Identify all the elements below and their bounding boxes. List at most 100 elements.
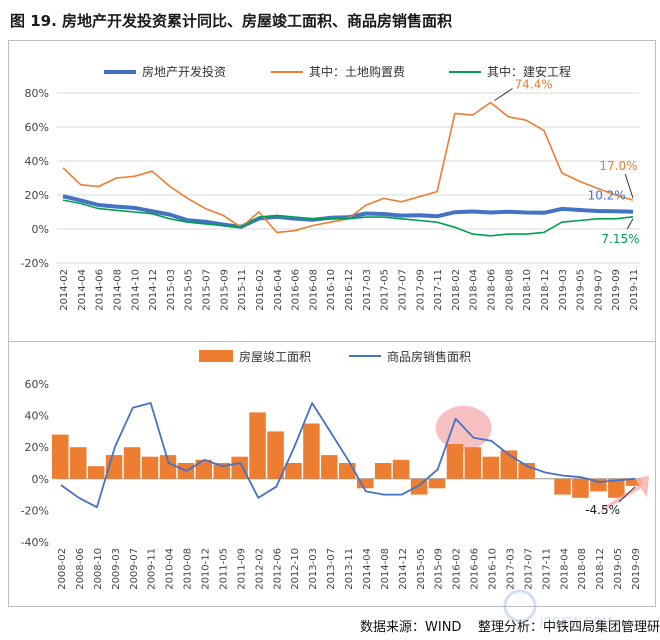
legend-label: 商品房销售面积 <box>387 349 471 364</box>
bar <box>87 466 105 479</box>
x-tick-label: 2017-11 <box>541 548 552 590</box>
x-tick-label: 2015-09 <box>219 269 230 311</box>
x-tick-label: 2019-09 <box>631 548 642 590</box>
source-note: 数据来源：WIND 整理分析：中铁四局集团管理研究院 <box>360 620 660 635</box>
bar <box>392 459 410 479</box>
bar <box>428 478 446 489</box>
x-tick-label: 2015-09 <box>434 548 445 590</box>
y-tick-label: -20% <box>21 257 49 270</box>
bar <box>608 478 625 498</box>
annotation-label: 7.15% <box>601 232 639 246</box>
x-tick-label: 2014-02 <box>59 269 70 311</box>
x-tick-label: 2019-03 <box>558 269 569 311</box>
x-tick-label: 2018-02 <box>451 269 462 311</box>
bar <box>70 447 87 479</box>
area-bar-line-chart: -40% -20% 0% 20% 40% 60% 2008-02 2008-06 2008-10… <box>21 349 649 590</box>
x-tick-label: 2019-09 <box>611 269 622 311</box>
bar <box>464 447 482 479</box>
x-tick-label: 2008-10 <box>93 548 104 590</box>
x-tick-label: 2012-02 <box>254 548 265 590</box>
x-tick-label: 2017-05 <box>380 269 391 311</box>
x-tick-label: 2017-09 <box>415 269 426 311</box>
x-tick-label: 2019-05 <box>613 548 624 590</box>
bar <box>213 463 230 479</box>
y-tick-label: -40% <box>21 536 49 549</box>
x-tick-label: 2014-04 <box>362 548 373 590</box>
x-tick-label: 2015-11 <box>237 269 248 311</box>
x-tick-label: 2018-04 <box>469 269 480 311</box>
trend-arrow <box>599 475 649 514</box>
series-line-1 <box>62 194 634 229</box>
bar <box>231 456 248 479</box>
x-tick-label: 2018-08 <box>577 548 588 590</box>
x-tick-label: 2014-12 <box>398 548 409 590</box>
x-tick-label: 2009-11 <box>147 548 158 590</box>
x-tick-label: 2016-12 <box>344 269 355 311</box>
bar <box>374 463 392 479</box>
x-tick-label: 2010-08 <box>183 548 194 590</box>
bar <box>285 463 302 479</box>
bar <box>482 456 499 479</box>
legend-label: 其中：建安工程 <box>487 64 571 79</box>
investment-line-chart: -20% 0% 20% 40% 60% 80% 2014-02 2014-04 2014-06 2… <box>21 64 640 311</box>
x-tick-label: 2011-09 <box>236 548 247 590</box>
x-tick-label: 2012-10 <box>290 548 301 590</box>
x-tick-label: 2017-07 <box>523 548 534 590</box>
bar <box>123 447 141 479</box>
legend-label: 房地产开发投资 <box>142 64 226 79</box>
bar <box>626 478 643 486</box>
annotation-leader <box>494 88 513 101</box>
x-tick-label: 2018-12 <box>540 269 551 311</box>
watermark-logo: JCGCW.COM <box>503 589 612 629</box>
x-tick-label: 2013-03 <box>308 548 319 590</box>
x-tick-label: 2014-04 <box>77 269 88 311</box>
x-tick-label: 2015-07 <box>202 269 213 311</box>
annotation-leader <box>618 486 636 503</box>
x-tick-label: 2017-11 <box>433 269 444 311</box>
y-tick-label: 60% <box>25 378 49 391</box>
x-tick-label: 2018-12 <box>595 548 606 590</box>
bar <box>141 456 159 479</box>
x-tick-label: 2016-04 <box>273 269 284 311</box>
x-tick-label: 2015-05 <box>416 548 427 590</box>
annotation-label: 74.4% <box>515 78 553 92</box>
chart-panel-area: -40% -20% 0% 20% 40% 60% 2008-02 2008-06 2008-10… <box>8 341 656 607</box>
annotation-label: 10.2% <box>588 189 626 203</box>
y-tick-label: 20% <box>25 441 49 454</box>
x-tick-label: 2017-03 <box>505 548 516 590</box>
x-tick-label: 2016-06 <box>470 548 481 590</box>
y-tick-label: 80% <box>25 87 49 100</box>
x-tick-label: 2008-06 <box>75 548 86 590</box>
y-tick-label: 40% <box>25 155 49 168</box>
legend-label: 其中：土地购置费 <box>309 64 405 79</box>
annotation-leader <box>624 173 634 199</box>
x-tick-label: 2013-11 <box>344 548 355 590</box>
y-tick-label: 0% <box>32 473 49 486</box>
x-tick-label: 2018-06 <box>487 269 498 311</box>
legend-swatch <box>199 350 233 362</box>
x-tick-label: 2017-07 <box>397 269 408 311</box>
y-tick-label: 0% <box>32 223 49 236</box>
series-line-3 <box>62 199 634 237</box>
x-tick-label: 2019-11 <box>629 269 640 311</box>
x-tick-label: 2014-08 <box>380 548 391 590</box>
annotation-label: -4.5% <box>585 503 620 517</box>
x-tick-label: 2014-06 <box>95 269 106 311</box>
x-tick-label: 2009-07 <box>129 548 140 590</box>
x-tick-label: 2014-08 <box>112 269 123 311</box>
bar <box>572 478 589 498</box>
bar <box>52 434 69 479</box>
x-tick-label: 2016-08 <box>308 269 319 311</box>
x-tick-label: 2008-02 <box>57 548 68 590</box>
x-tick-label: 2018-10 <box>522 269 533 311</box>
x-tick-label: 2016-06 <box>291 269 302 311</box>
x-tick-label: 2019-07 <box>593 269 604 311</box>
bar <box>339 463 356 479</box>
x-tick-label: 2014-12 <box>148 269 159 311</box>
legend-label: 房屋竣工面积 <box>239 349 311 364</box>
bar <box>267 431 284 479</box>
bar <box>249 412 266 479</box>
figure-title: 图 19. 房地产开发投资累计同比、房屋竣工面积、商品房销售面积 <box>10 12 453 30</box>
bar <box>554 478 571 495</box>
x-tick-label: 2009-03 <box>111 548 122 590</box>
